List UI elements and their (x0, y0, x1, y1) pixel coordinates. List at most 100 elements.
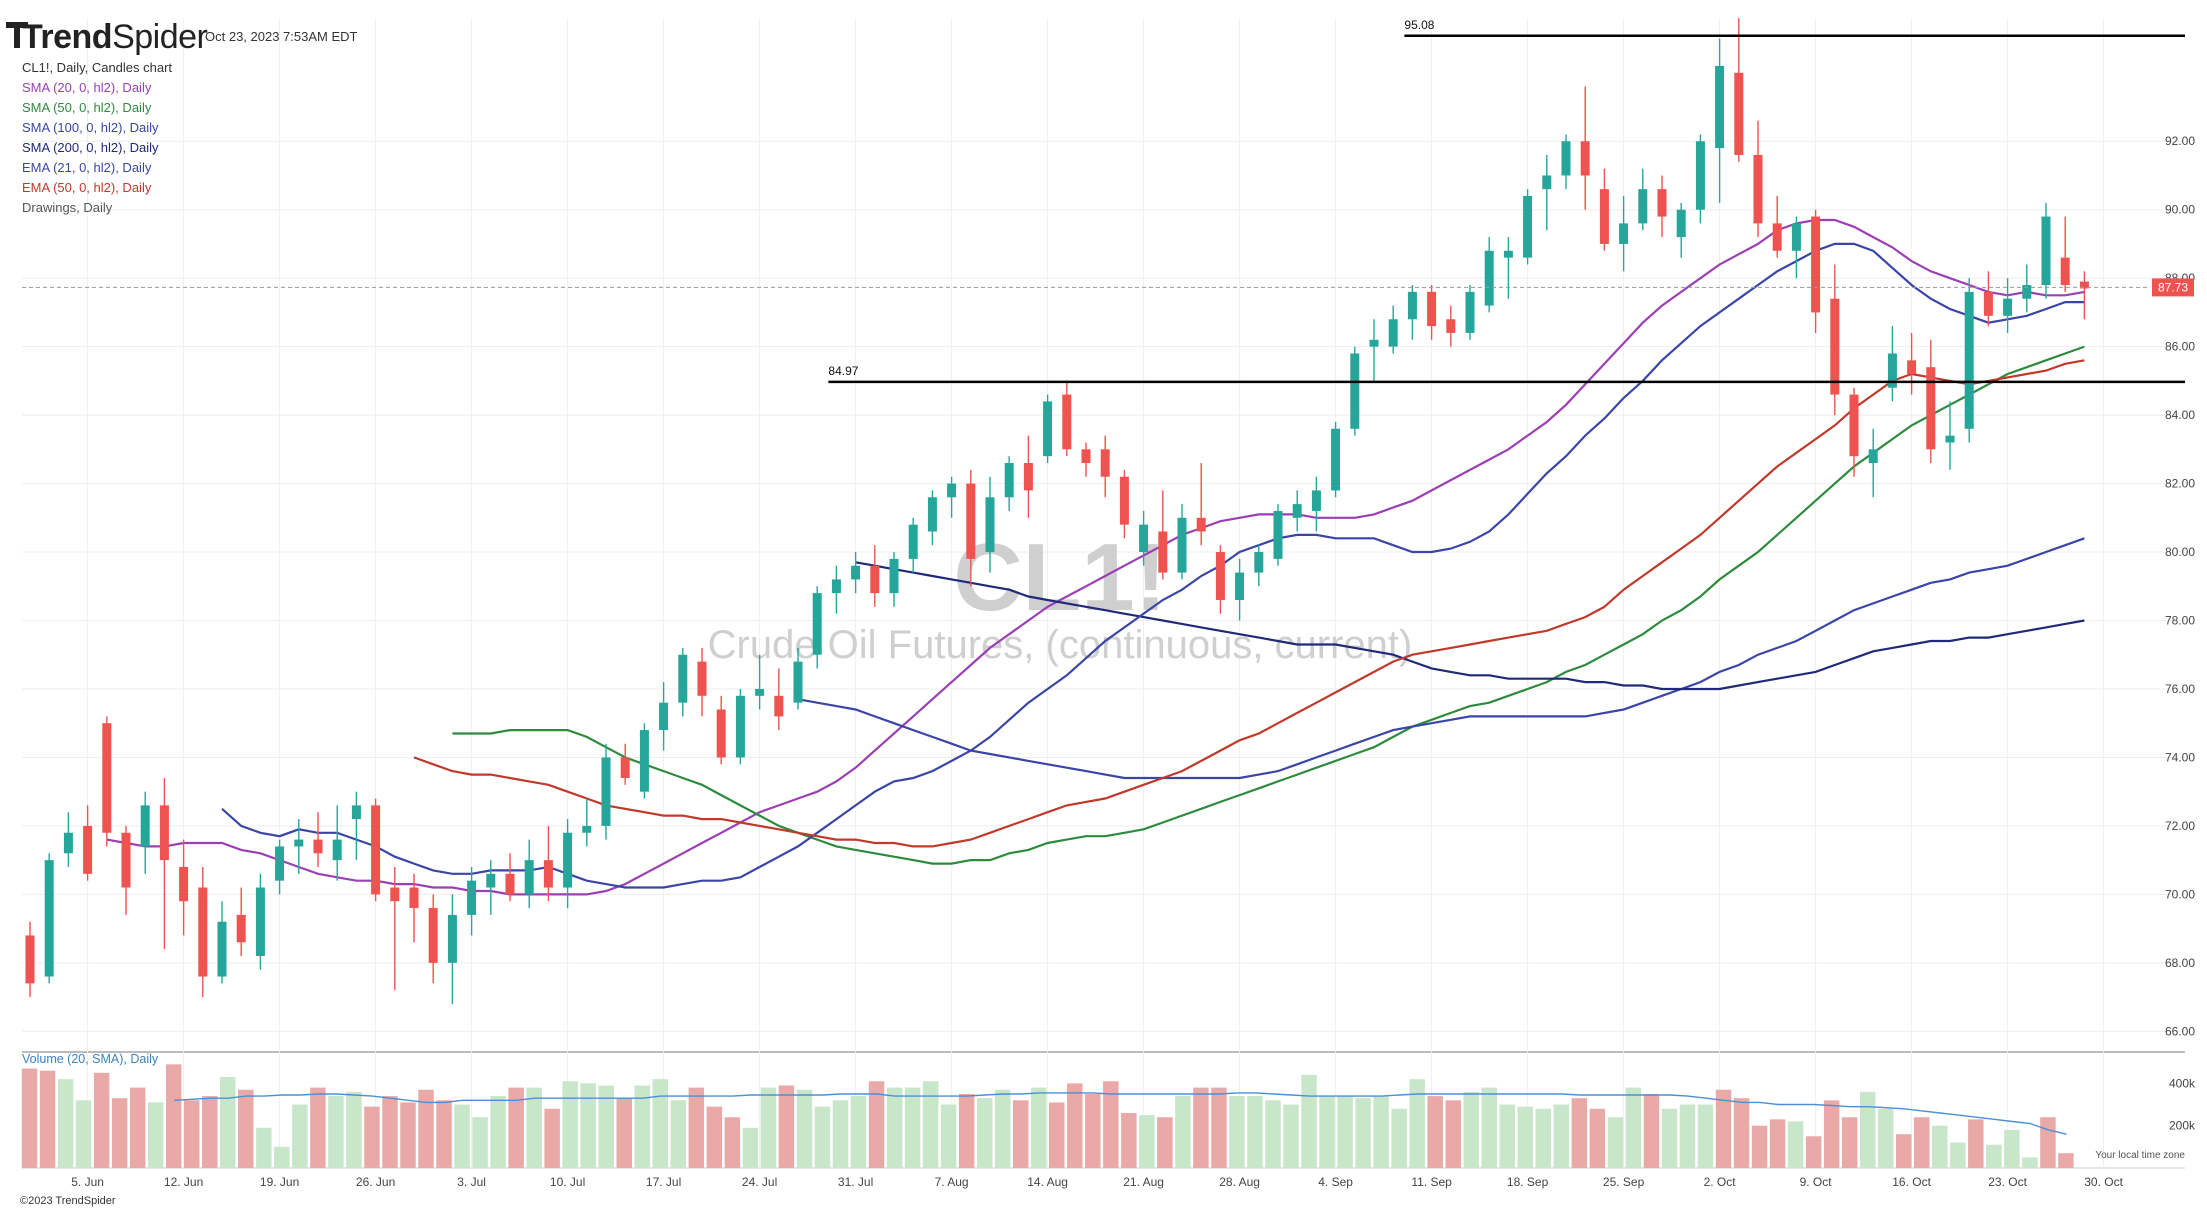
candle-body[interactable] (1945, 435, 1955, 443)
candle-body[interactable] (1753, 154, 1763, 224)
candle-body[interactable] (486, 873, 496, 888)
candle-body[interactable] (1542, 175, 1552, 190)
candle-body[interactable] (1964, 291, 1974, 429)
candle-body[interactable] (563, 832, 573, 888)
legend-item[interactable]: SMA (200, 0, hl2), Daily (22, 140, 159, 155)
candle-body[interactable] (255, 887, 265, 956)
candle-body[interactable] (947, 483, 957, 498)
candle-body[interactable] (812, 593, 822, 655)
candle-body[interactable] (543, 860, 553, 888)
candle-body[interactable] (179, 866, 189, 902)
candle-body[interactable] (1369, 339, 1379, 347)
candle-body[interactable] (447, 914, 457, 963)
candle-body[interactable] (198, 887, 208, 977)
candle-body[interactable] (1868, 449, 1878, 464)
candle-body[interactable] (1446, 319, 1456, 333)
candle-body[interactable] (2079, 281, 2089, 289)
candle-body[interactable] (524, 860, 534, 895)
candle-body[interactable] (1100, 449, 1110, 477)
candle-body[interactable] (1407, 291, 1417, 320)
candle-body[interactable] (140, 805, 150, 847)
ma-line[interactable] (855, 561, 2085, 691)
candle-body[interactable] (1580, 141, 1590, 176)
candle-body[interactable] (2060, 257, 2070, 286)
candle-body[interactable] (1023, 463, 1033, 491)
candle-body[interactable] (1638, 189, 1648, 224)
ma-line[interactable] (413, 359, 2085, 848)
candle-body[interactable] (927, 497, 937, 532)
candle-body[interactable] (1811, 216, 1821, 313)
candle-body[interactable] (1235, 572, 1245, 600)
candle-body[interactable] (236, 914, 246, 943)
candle-body[interactable] (505, 873, 515, 895)
candle-body[interactable] (1887, 353, 1897, 388)
candle-body[interactable] (351, 805, 361, 820)
candle-body[interactable] (1004, 463, 1014, 498)
candle-body[interactable] (44, 860, 54, 977)
candle-body[interactable] (851, 565, 861, 580)
candle-body[interactable] (83, 825, 93, 874)
candle-body[interactable] (102, 723, 112, 833)
candle-body[interactable] (1119, 476, 1129, 525)
candle-body[interactable] (1907, 360, 1917, 375)
candle-body[interactable] (639, 730, 649, 792)
candle-body[interactable] (1484, 250, 1494, 306)
candle-body[interactable] (1772, 223, 1782, 251)
candle-body[interactable] (831, 579, 841, 594)
candle-body[interactable] (582, 825, 592, 833)
candle-body[interactable] (2022, 285, 2032, 299)
candle-body[interactable] (1657, 189, 1667, 217)
candle-body[interactable] (1350, 353, 1360, 429)
candle-body[interactable] (1715, 65, 1725, 149)
ma-line[interactable] (797, 537, 2085, 780)
ma-line[interactable] (452, 345, 2085, 865)
candle-body[interactable] (1177, 517, 1187, 573)
candle-body[interactable] (1081, 449, 1091, 464)
volume-legend[interactable]: Volume (20, SMA), Daily (22, 1052, 159, 1066)
candle-body[interactable] (1619, 223, 1629, 244)
candle-body[interactable] (1465, 291, 1475, 333)
candle-body[interactable] (313, 839, 323, 854)
candle-body[interactable] (1599, 189, 1609, 244)
candle-body[interactable] (908, 524, 918, 559)
candle-body[interactable] (1139, 524, 1149, 553)
legend-item[interactable]: CL1!, Daily, Candles chart (22, 60, 173, 75)
candle-body[interactable] (659, 702, 669, 731)
candle-body[interactable] (601, 757, 611, 826)
candle-body[interactable] (409, 887, 419, 909)
candle-body[interactable] (889, 558, 899, 594)
candle-body[interactable] (159, 805, 169, 861)
candle-body[interactable] (1043, 401, 1053, 457)
candle-body[interactable] (1695, 141, 1705, 210)
candle-body[interactable] (1196, 517, 1206, 532)
legend-item[interactable]: EMA (50, 0, hl2), Daily (22, 180, 152, 195)
drawing-lines[interactable]: 95.08 84.97 (22, 18, 2185, 384)
candle-body[interactable] (678, 654, 688, 703)
candle-body[interactable] (985, 497, 995, 553)
candle-body[interactable] (217, 921, 227, 977)
candle-body[interactable] (755, 688, 765, 696)
candle-body[interactable] (121, 832, 131, 888)
candle-body[interactable] (467, 880, 477, 915)
candle-body[interactable] (966, 483, 976, 559)
candle-body[interactable] (25, 935, 35, 984)
ma-line[interactable] (106, 218, 2085, 896)
candle-body[interactable] (870, 565, 880, 594)
candle-body[interactable] (1983, 291, 1993, 316)
candle-body[interactable] (1676, 209, 1686, 238)
legend-item[interactable]: SMA (50, 0, hl2), Daily (22, 100, 152, 115)
candle-body[interactable] (428, 908, 438, 963)
candle-body[interactable] (1388, 319, 1398, 347)
legend-item[interactable]: SMA (20, 0, hl2), Daily (22, 80, 152, 95)
candle-body[interactable] (1523, 196, 1533, 258)
candle-body[interactable] (1158, 531, 1168, 573)
candle-body[interactable] (1311, 490, 1321, 511)
candle-body[interactable] (332, 839, 342, 861)
candle-body[interactable] (1734, 72, 1744, 155)
candle-body[interactable] (1926, 367, 1936, 450)
candle-body[interactable] (1273, 510, 1283, 559)
candle-body[interactable] (1254, 552, 1264, 573)
candle-body[interactable] (371, 805, 381, 895)
candle-body[interactable] (716, 709, 726, 758)
candle-body[interactable] (1503, 250, 1513, 258)
